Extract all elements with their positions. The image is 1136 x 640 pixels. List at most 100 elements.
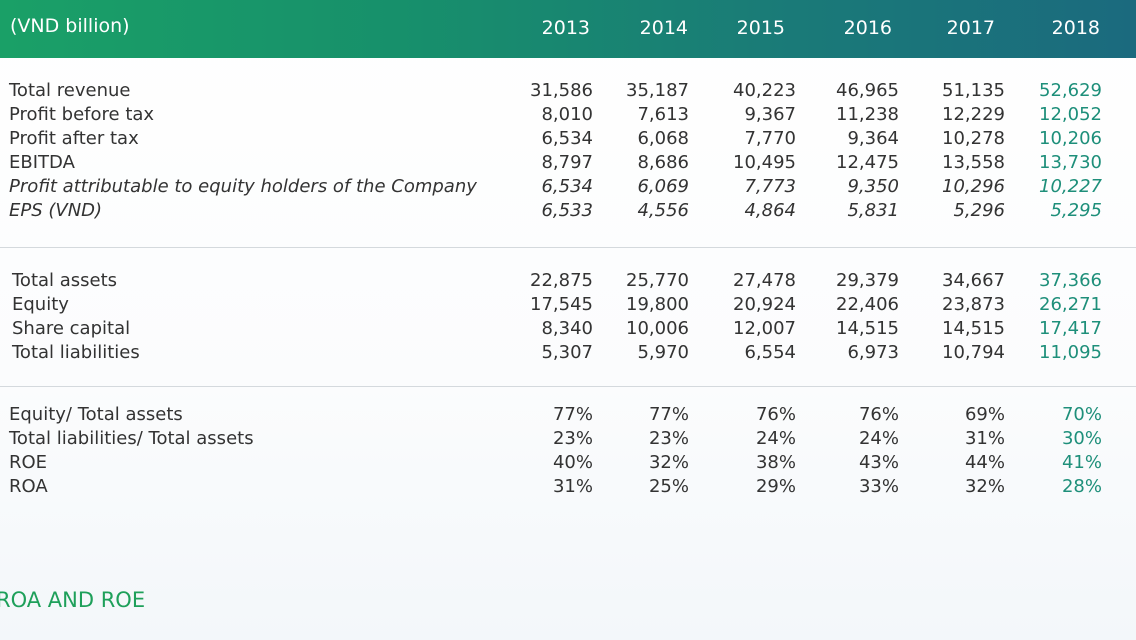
table-row: Profit before tax 8,010 7,613 9,367 11,238 12… — [0, 104, 1136, 128]
value-cell: 6,534 — [541, 176, 593, 197]
value-cell: 31% — [552, 476, 593, 497]
table-row: Profit attributable to equity holders of… — [0, 176, 1136, 200]
value-cell: 29,379 — [836, 270, 899, 291]
value-cell: 5,296 — [953, 200, 1005, 221]
row-label: EPS (VND) — [9, 200, 103, 221]
row-label: EBITDA — [9, 152, 75, 173]
value-cell: 30% — [1061, 428, 1102, 449]
value-cell: 24% — [755, 428, 796, 449]
value-cell: 13,558 — [942, 152, 1005, 173]
row-label: Total revenue — [9, 80, 131, 101]
table-row: ROE 40% 32% 38% 43% 44% 41% — [0, 452, 1136, 476]
value-cell: 40,223 — [733, 80, 796, 101]
value-cell: 9,350 — [847, 176, 899, 197]
value-cell: 10,206 — [1039, 128, 1102, 149]
row-label: ROA — [9, 476, 48, 497]
value-cell: 6,068 — [637, 128, 689, 149]
value-cell: 19,800 — [626, 294, 689, 315]
value-cell: 5,831 — [847, 200, 899, 221]
value-cell: 10,794 — [942, 342, 1005, 363]
value-cell: 31% — [964, 428, 1005, 449]
value-cell: 9,364 — [847, 128, 899, 149]
value-cell: 31,586 — [530, 80, 593, 101]
value-cell: 11,095 — [1039, 342, 1102, 363]
row-label: Profit attributable to equity holders of… — [9, 176, 477, 197]
value-cell: 37,366 — [1039, 270, 1102, 291]
table-row: Total liabilities 5,307 5,970 6,554 6,973 10,… — [0, 342, 1136, 366]
value-cell: 10,495 — [733, 152, 796, 173]
value-cell: 10,278 — [942, 128, 1005, 149]
value-cell: 23% — [552, 428, 593, 449]
row-label: Profit after tax — [9, 128, 139, 149]
value-cell: 4,556 — [637, 200, 689, 221]
unit-label: (VND billion) — [10, 15, 130, 37]
table-row: Equity/ Total assets 77% 77% 76% 76% 69% 70% — [0, 404, 1136, 428]
value-cell: 23% — [648, 428, 689, 449]
value-cell: 7,773 — [744, 176, 796, 197]
value-cell: 12,229 — [942, 104, 1005, 125]
value-cell: 44% — [964, 452, 1005, 473]
table-row: Equity 17,545 19,800 20,924 22,406 23,873 26,2… — [0, 294, 1136, 318]
table-row: EPS (VND) 6,533 4,556 4,864 5,831 5,296 5,295 — [0, 200, 1136, 224]
value-cell: 52,629 — [1039, 80, 1102, 101]
value-cell: 51,135 — [942, 80, 1005, 101]
value-cell: 29% — [755, 476, 796, 497]
section-divider — [0, 386, 1136, 387]
value-cell: 4,864 — [744, 200, 796, 221]
value-cell: 12,007 — [733, 318, 796, 339]
value-cell: 41% — [1061, 452, 1102, 473]
value-cell: 6,533 — [541, 200, 593, 221]
value-cell: 6,534 — [541, 128, 593, 149]
value-cell: 27,478 — [733, 270, 796, 291]
value-cell: 9,367 — [744, 104, 796, 125]
value-cell: 22,875 — [530, 270, 593, 291]
value-cell: 10,227 — [1039, 176, 1102, 197]
year-header-2015: 2015 — [736, 17, 785, 39]
year-header-2017: 2017 — [946, 17, 995, 39]
value-cell: 8,340 — [541, 318, 593, 339]
value-cell: 5,970 — [637, 342, 689, 363]
value-cell: 46,965 — [836, 80, 899, 101]
value-cell: 17,417 — [1039, 318, 1102, 339]
row-label: ROE — [9, 452, 48, 473]
row-label: Equity — [12, 294, 69, 315]
value-cell: 43% — [858, 452, 899, 473]
value-cell: 77% — [552, 404, 593, 425]
year-header-2016: 2016 — [843, 17, 892, 39]
value-cell: 38% — [755, 452, 796, 473]
value-cell: 12,475 — [836, 152, 899, 173]
value-cell: 28% — [1061, 476, 1102, 497]
value-cell: 32% — [964, 476, 1005, 497]
value-cell: 25% — [648, 476, 689, 497]
value-cell: 8,797 — [541, 152, 593, 173]
value-cell: 7,770 — [744, 128, 796, 149]
year-header-2014: 2014 — [639, 17, 688, 39]
value-cell: 76% — [755, 404, 796, 425]
value-cell: 24% — [858, 428, 899, 449]
value-cell: 10,296 — [942, 176, 1005, 197]
row-label: Total liabilities — [12, 342, 140, 363]
value-cell: 35,187 — [626, 80, 689, 101]
table-row: Share capital 8,340 10,006 12,007 14,515 14,5… — [0, 318, 1136, 342]
value-cell: 33% — [858, 476, 899, 497]
value-cell: 20,924 — [733, 294, 796, 315]
value-cell: 17,545 — [530, 294, 593, 315]
table-row: Total revenue 31,586 35,187 40,223 46,965 51,… — [0, 80, 1136, 104]
value-cell: 34,667 — [942, 270, 1005, 291]
value-cell: 10,006 — [626, 318, 689, 339]
row-label: Total assets — [12, 270, 118, 291]
value-cell: 25,770 — [626, 270, 689, 291]
value-cell: 14,515 — [836, 318, 899, 339]
value-cell: 76% — [858, 404, 899, 425]
row-label: Profit before tax — [9, 104, 155, 125]
row-label: Total liabilities/ Total assets — [9, 428, 254, 449]
value-cell: 70% — [1061, 404, 1102, 425]
value-cell: 12,052 — [1039, 104, 1102, 125]
table-row: Profit after tax 6,534 6,068 7,770 9,364 10,2… — [0, 128, 1136, 152]
value-cell: 8,010 — [541, 104, 593, 125]
table-header: (VND billion) 2013 2014 2015 2016 2017 2… — [0, 0, 1136, 58]
value-cell: 77% — [648, 404, 689, 425]
balance-section: Total assets 22,875 25,770 27,478 29,379 34,6… — [0, 270, 1136, 366]
value-cell: 40% — [552, 452, 593, 473]
value-cell: 13,730 — [1039, 152, 1102, 173]
